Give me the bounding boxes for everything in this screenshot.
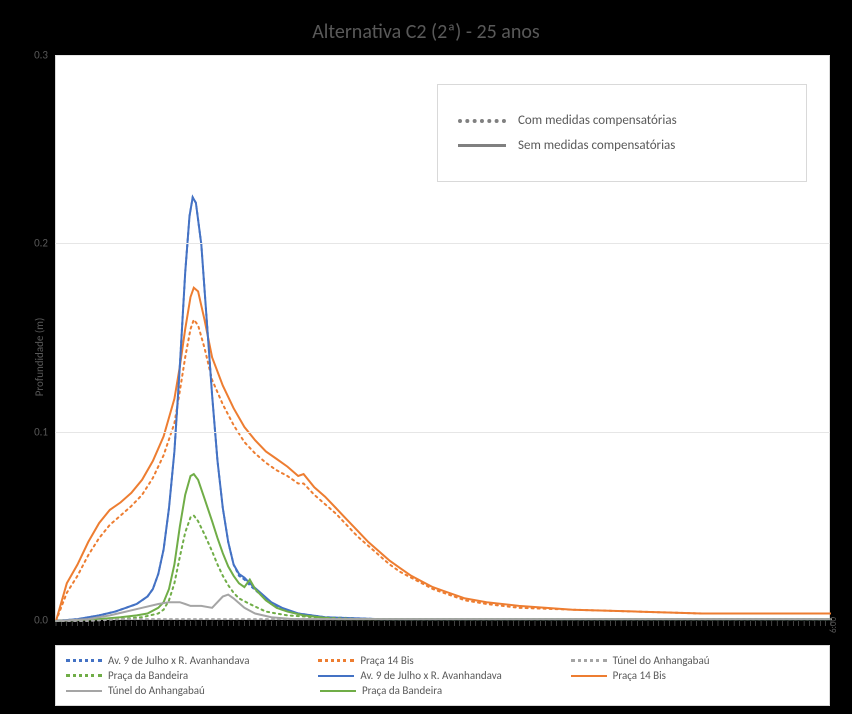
legend-swatch-icon [571,659,607,662]
legend-label: Túnel do Anhangabaú [108,684,205,697]
y-tick-label: 0.2 [34,237,48,250]
legend-item: Túnel do Anhangabaú [66,684,316,697]
series-line [56,516,831,622]
gridline [55,55,830,56]
legend-label: Praça 14 Bis [360,654,413,667]
legend-item: Praça 14 Bis [571,669,819,682]
legend-row: Av. 9 de Julho x R. Avanhandava Praça 14 … [66,654,819,667]
gridline [55,243,830,244]
series-line [56,595,831,621]
legend-row: Praça da Bandeira Av. 9 de Julho x R. Ava… [66,669,819,682]
legend-swatch-icon [66,674,102,677]
y-tick-label: 0.3 [34,49,48,62]
legend-item: Praça da Bandeira [66,669,314,682]
x-tick-label: 6:00 [828,617,839,633]
legend-swatch-icon [318,675,354,677]
chart-container: Alternativa C2 (2ª) - 25 anos Profundida… [0,0,852,714]
legend-swatch-icon [66,659,102,662]
y-axis-label: Profundidade (m) [33,318,46,397]
gridline [55,432,830,433]
legend-row: Túnel do Anhangabaú Praça da Bandeira [66,684,819,697]
legend-label: Praça 14 Bis [613,669,666,682]
legend-label: Túnel do Anhangabaú [613,654,710,667]
legend-label: Av. 9 de Julho x R. Avanhandava [108,654,250,667]
legend-item: Praça da Bandeira [320,684,570,697]
legend-swatch-icon [571,675,607,677]
legend-item: Praça 14 Bis [318,654,566,667]
chart-lines [56,56,829,619]
y-tick-label: 0.1 [34,425,48,438]
chart-title: Alternativa C2 (2ª) - 25 anos [0,20,852,44]
legend-item: Av. 9 de Julho x R. Avanhandava [66,654,314,667]
legend-swatch-icon [318,659,354,662]
legend-swatch-icon [320,690,356,692]
series-line [56,474,831,621]
plot-area: Com medidas compensatórias Sem medidas c… [55,55,830,620]
bottom-legend: Av. 9 de Julho x R. Avanhandava Praça 14 … [55,645,830,706]
y-tick-label: 0.0 [34,614,48,627]
legend-item: Av. 9 de Julho x R. Avanhandava [318,669,566,682]
legend-label: Praça da Bandeira [108,669,188,682]
legend-label: Av. 9 de Julho x R. Avanhandava [360,669,502,682]
legend-swatch-icon [66,690,102,692]
legend-item: Túnel do Anhangabaú [571,654,819,667]
legend-label: Praça da Bandeira [362,684,442,697]
